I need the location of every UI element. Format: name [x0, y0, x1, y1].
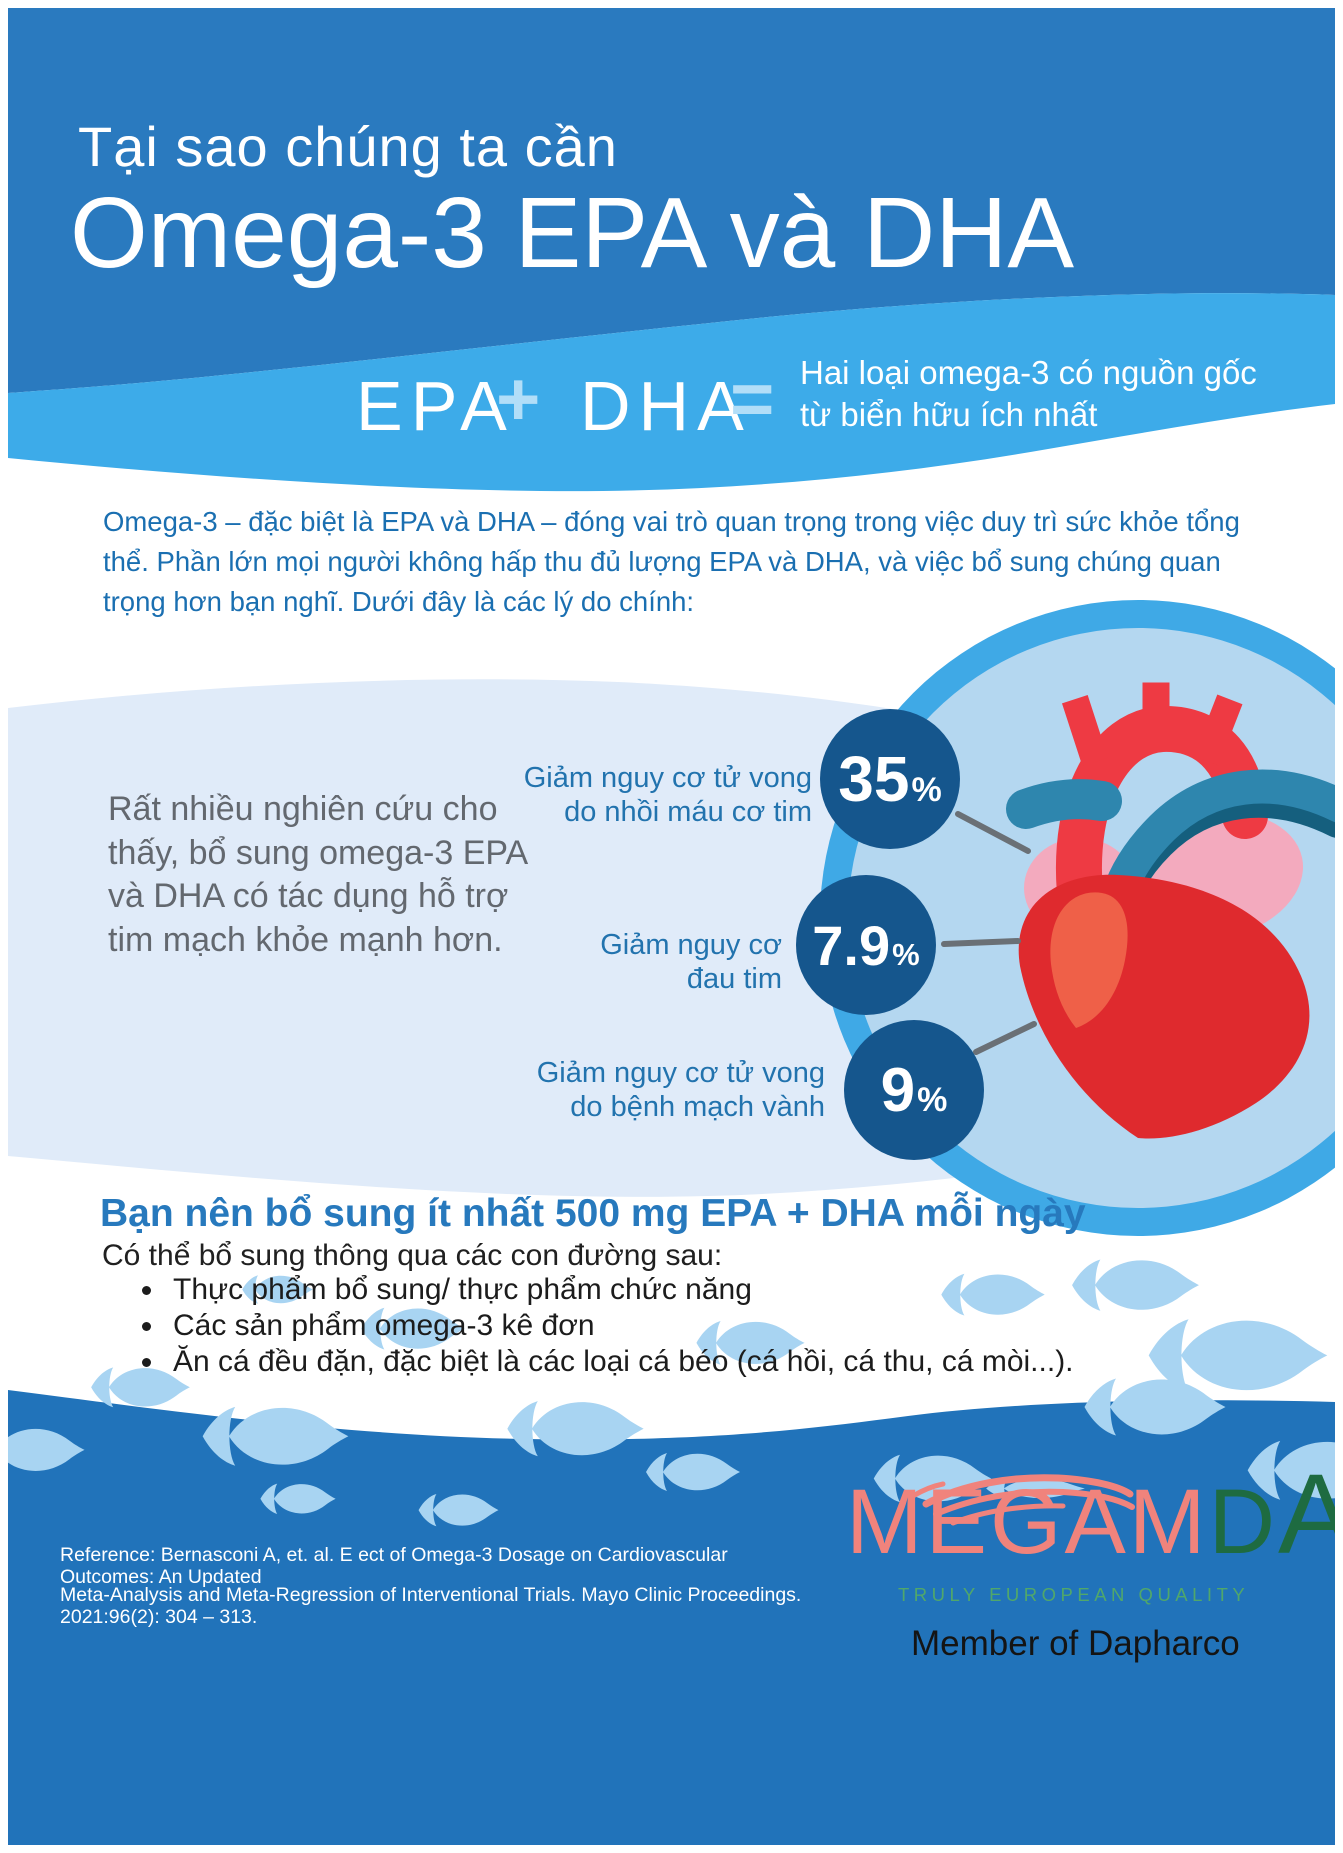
- logo-text-primary: MEGAM: [846, 1471, 1209, 1573]
- plus-icon: +: [496, 357, 541, 442]
- stat-label-coronary-death: Giảm nguy cơ tử vong do bệnh mạch vành: [448, 1056, 825, 1124]
- page-title: Omega-3 EPA và DHA: [70, 177, 1075, 289]
- header-kicker: Tại sao chúng ta cần: [78, 115, 618, 178]
- stat-label-heart-attack: Giảm nguy cơ đau tim: [568, 928, 782, 996]
- megamda-logo: MEGAM D A: [846, 1458, 1335, 1571]
- equation-epa: EPA: [356, 367, 515, 445]
- stat-label-line: Giảm nguy cơ tử vong: [536, 1057, 825, 1089]
- list-item: Thực phẩm bổ sung/ thực phẩm chức năng: [142, 1272, 1074, 1308]
- connector-line: [955, 811, 1031, 854]
- logo-member-line: Member of Dapharco: [911, 1624, 1240, 1663]
- stat-label-line: do bệnh mạch vành: [570, 1091, 825, 1123]
- benefits-summary: Rất nhiều nghiên cứu cho thấy, bổ sung o…: [108, 790, 527, 959]
- fish-icon: [1072, 1259, 1199, 1311]
- list-item-text: Ăn cá đều đặn, đặc biệt là các loại cá b…: [173, 1345, 1074, 1378]
- recommendation-subheading: Có thể bổ sung thông qua các con đường s…: [102, 1239, 723, 1272]
- background-artwork: [8, 8, 1335, 1845]
- header-band: [8, 8, 1335, 393]
- stat-label-line: Giảm nguy cơ: [600, 929, 782, 961]
- stat-value: 9: [880, 1055, 916, 1125]
- bottom-wave: [8, 1390, 1335, 1845]
- heart-highlight: [1050, 892, 1128, 1028]
- list-item: Các sản phẩm omega-3 kê đơn: [142, 1308, 1074, 1344]
- connector-line: [973, 1021, 1037, 1055]
- bullet-dot: [142, 1357, 151, 1367]
- heart-illustration: [820, 600, 1335, 1236]
- stat-label-line: Giảm nguy cơ tử vong: [523, 762, 812, 794]
- stat-value: 35: [838, 743, 910, 815]
- pulmonary-vessel-left: [1006, 779, 1122, 829]
- light-wave-band: [8, 293, 1335, 492]
- reference-line: Reference: Bernasconi A, et. al. E ect o…: [60, 1544, 728, 1588]
- stat-unit: %: [911, 771, 942, 809]
- logo-text-accent: A: [1278, 1451, 1335, 1577]
- bullet-dot: [142, 1285, 151, 1295]
- stat-label-line: đau tim: [686, 963, 782, 995]
- stat-unit: %: [892, 936, 920, 972]
- bullet-dot: [142, 1321, 151, 1331]
- stat-badge-9: 9 %: [844, 1020, 984, 1160]
- stat-unit: %: [917, 1080, 948, 1119]
- list-item: Ăn cá đều đặn, đặc biệt là các loại cá b…: [142, 1344, 1074, 1380]
- stat-value: 7.9: [812, 913, 891, 977]
- equation-dha: DHA: [580, 367, 752, 445]
- logo-swoosh: [910, 1474, 1135, 1526]
- stat-badge-35: 35 %: [820, 709, 960, 849]
- stat-label-heart-attack-death: Giảm nguy cơ tử vong do nhồi máu cơ tim: [428, 761, 812, 829]
- stat-badge-7-9: 7.9 %: [796, 875, 936, 1015]
- vena-cava-bright: [1102, 769, 1335, 911]
- aorta-branches: [1061, 682, 1243, 767]
- intro-paragraph: Omega-3 – đặc biệt là EPA và DHA – đóng …: [103, 506, 1240, 617]
- logo-text-secondary: D: [1208, 1471, 1279, 1573]
- stat-label-line: do nhồi máu cơ tim: [564, 796, 812, 828]
- reference-text: Reference: Bernasconi A, et. al. E ect o…: [60, 1544, 820, 1628]
- recommendation-heading: Bạn nên bổ sung ít nhất 500 mg EPA + DHA…: [100, 1192, 1086, 1235]
- connector-lines: [941, 811, 1037, 1055]
- fish-icon: [1148, 1319, 1328, 1392]
- equals-icon: =: [730, 357, 775, 442]
- list-item-text: Thực phẩm bổ sung/ thực phẩm chức năng: [173, 1273, 752, 1306]
- connector-line: [941, 938, 1021, 947]
- equation-description: Hai loại omega-3 có nguồn gốc từ biển hữ…: [800, 354, 1257, 433]
- recommendation-list: Thực phẩm bổ sung/ thực phẩm chức năng C…: [142, 1272, 1074, 1380]
- poster-canvas: Tại sao chúng ta cần Omega-3 EPA và DHA …: [8, 8, 1335, 1845]
- reference-line: Meta-Analysis and Meta-Regression of Int…: [60, 1584, 802, 1628]
- list-item-text: Các sản phẩm omega-3 kê đơn: [173, 1309, 595, 1342]
- logo-tagline: TRULY EUROPEAN QUALITY: [898, 1584, 1250, 1605]
